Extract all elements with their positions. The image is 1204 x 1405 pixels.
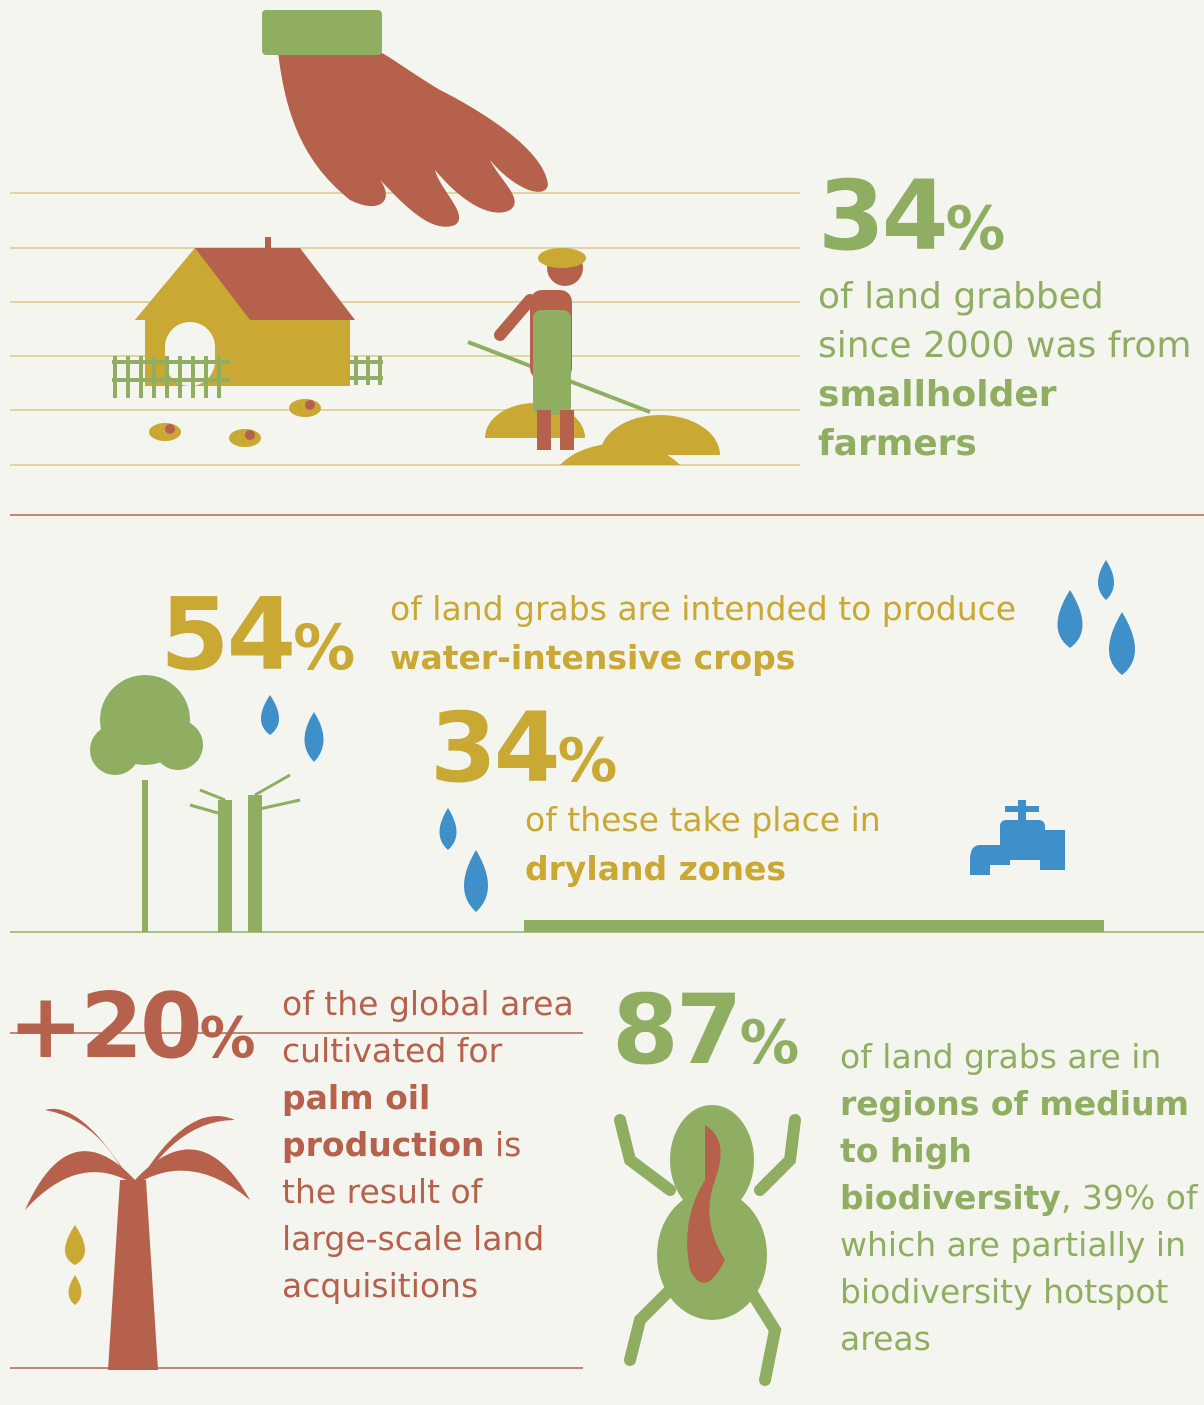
unit: % [200, 1006, 256, 1071]
stat-text: of land grabbed since 2000 was from smal… [818, 272, 1198, 468]
number: 87 [612, 974, 740, 1086]
highlight-text: dryland zones [525, 849, 786, 888]
stat-number: 54% [160, 585, 355, 685]
unit: % [558, 727, 618, 796]
stat-number: 34% [430, 700, 617, 796]
number: +20 [8, 974, 200, 1079]
unit: % [946, 195, 1006, 264]
stat-text: of the global area cultivated for palm o… [282, 980, 582, 1309]
number: 54 [160, 576, 293, 693]
stat-text: of land grabs are in regions of medium t… [840, 1033, 1204, 1362]
house [112, 237, 383, 447]
stat-number: 34% [818, 168, 1005, 264]
text: of land grabs are intended to produce [390, 589, 1016, 628]
hand [262, 10, 548, 227]
highlight-text: smallholder farmers [818, 374, 1057, 464]
highlight-text: palm oil production [282, 1078, 485, 1164]
text: of the global area cultivated for [282, 984, 574, 1070]
stat-number: 87% [612, 982, 799, 1078]
text: of these take place in [525, 800, 881, 839]
frog [620, 1105, 795, 1380]
unit: % [293, 611, 355, 684]
stat-text: of these take place in dryland zones [525, 795, 925, 893]
text: of land grabs are in [840, 1037, 1161, 1076]
infographic: 34% of land grabbed since 2000 was from … [0, 0, 1204, 1405]
unit: % [740, 1009, 800, 1078]
stat-number: +20% [8, 982, 256, 1072]
tap [970, 800, 1065, 875]
highlight-text: water-intensive crops [390, 638, 795, 677]
grass [524, 920, 1104, 932]
text: of land grabbed since 2000 was from [818, 276, 1192, 366]
palm-tree [25, 1109, 250, 1370]
stat-text: of land grabs are intended to produce wa… [390, 584, 1040, 682]
number: 34 [430, 692, 558, 804]
number: 34 [818, 160, 946, 272]
